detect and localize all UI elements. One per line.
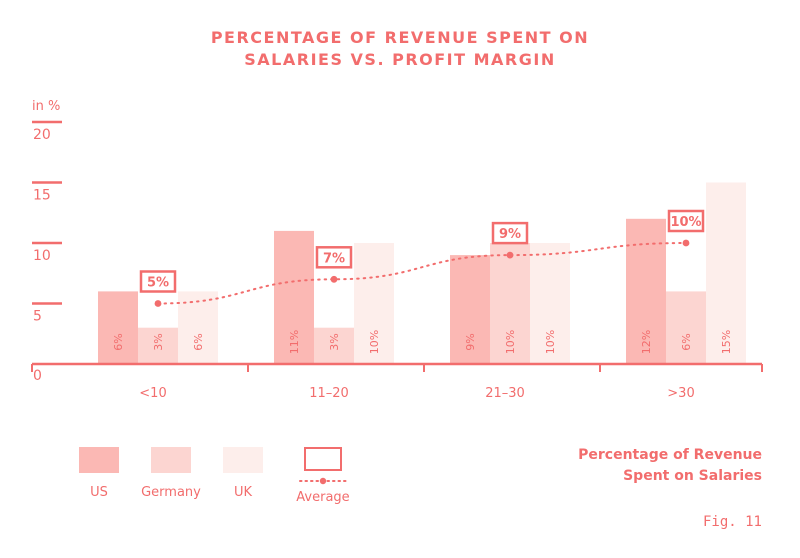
bar-value-label-us-0: 6% [112, 333, 125, 350]
bar-uk-1 [354, 243, 394, 364]
bar-germany-0 [138, 327, 178, 364]
bar-us-2 [450, 255, 490, 364]
legend-label-average: Average [296, 490, 350, 505]
average-point-0 [154, 300, 162, 307]
bar-us-1 [274, 230, 314, 364]
average-point-3 [682, 239, 690, 247]
bar-value-label-uk-1: 10% [368, 330, 381, 354]
chart-title: PERCENTAGE OF REVENUE SPENT ON SALARIES … [0, 27, 800, 71]
x-tick-label-0: <10 [139, 386, 166, 401]
average-label-box-3 [667, 209, 705, 233]
legend-swatch-germany [151, 447, 191, 473]
legend-average-dotted-line [299, 477, 347, 485]
bar-value-label-germany-0: 3% [152, 333, 165, 350]
average-value-label-1: 7% [323, 251, 345, 266]
legend-label-uk: UK [233, 485, 253, 500]
average-line [157, 242, 687, 305]
legend-item-us: US [78, 447, 120, 500]
y-tick-label-15: 15 [33, 188, 51, 204]
caption-line-1: Percentage of Revenue [578, 447, 762, 463]
bar-germany-1 [314, 327, 354, 364]
bar-value-label-uk-0: 6% [192, 333, 205, 350]
bar-uk-3 [706, 182, 746, 364]
bar-value-label-us-2: 9% [464, 333, 477, 350]
x-tick-label-2: 21–30 [485, 386, 525, 401]
y-tick-label-20: 20 [33, 127, 51, 143]
bar-value-label-germany-3: 6% [680, 333, 693, 350]
average-label-box-2 [491, 221, 529, 245]
bar-value-label-uk-3: 15% [720, 330, 733, 354]
x-tick-label-3: >30 [667, 386, 694, 401]
legend-item-germany: Germany [138, 447, 204, 500]
average-value-label-2: 9% [499, 227, 521, 242]
chart-title-line-1: PERCENTAGE OF REVENUE SPENT ON [210, 28, 590, 47]
y-tick-label-5: 5 [33, 309, 42, 325]
y-tick-label-10: 10 [33, 248, 51, 264]
bar-value-label-us-1: 11% [288, 330, 301, 354]
bar-value-label-us-3: 12% [640, 330, 653, 354]
legend-item-uk: UK [222, 447, 264, 500]
bar-chart: in % 0 5 10 15 20 6% 11% 9% 12% 3% 3% 10% 6% 6% 10% 10% 1… [31, 99, 763, 401]
legend-label-us: US [90, 485, 108, 500]
bar-us-0 [98, 291, 138, 364]
average-value-label-0: 5% [147, 276, 169, 291]
legend-item-average: Average [290, 447, 356, 505]
legend-swatch-uk [223, 447, 263, 473]
bar-value-label-germany-1: 3% [328, 333, 341, 350]
bar-germany-2 [490, 243, 530, 364]
average-value-label-3: 10% [670, 215, 701, 230]
average-point-1 [330, 275, 338, 283]
caption-line-2: Spent on Salaries [623, 468, 762, 484]
average-label-box-0 [139, 270, 177, 293]
legend-label-germany: Germany [141, 485, 201, 500]
y-axis-label: in % [32, 99, 60, 114]
figure-label: Fig. 11 [702, 514, 762, 530]
y-tick-label-0: 0 [33, 368, 42, 384]
legend-average-box [304, 447, 342, 471]
chart-title-line-2: SALARIES VS. PROFIT MARGIN [244, 50, 556, 69]
chart-caption: Percentage of Revenue Spent on Salaries [578, 445, 762, 487]
average-label-box-1 [315, 246, 353, 269]
average-point-2 [506, 251, 514, 259]
bar-value-label-uk-2: 10% [544, 330, 557, 354]
legend-swatch-us [79, 447, 119, 473]
bar-value-label-germany-2: 10% [504, 330, 517, 354]
bar-germany-3 [666, 291, 706, 364]
x-tick-label-1: 11–20 [309, 386, 349, 401]
bar-uk-2 [530, 243, 570, 364]
